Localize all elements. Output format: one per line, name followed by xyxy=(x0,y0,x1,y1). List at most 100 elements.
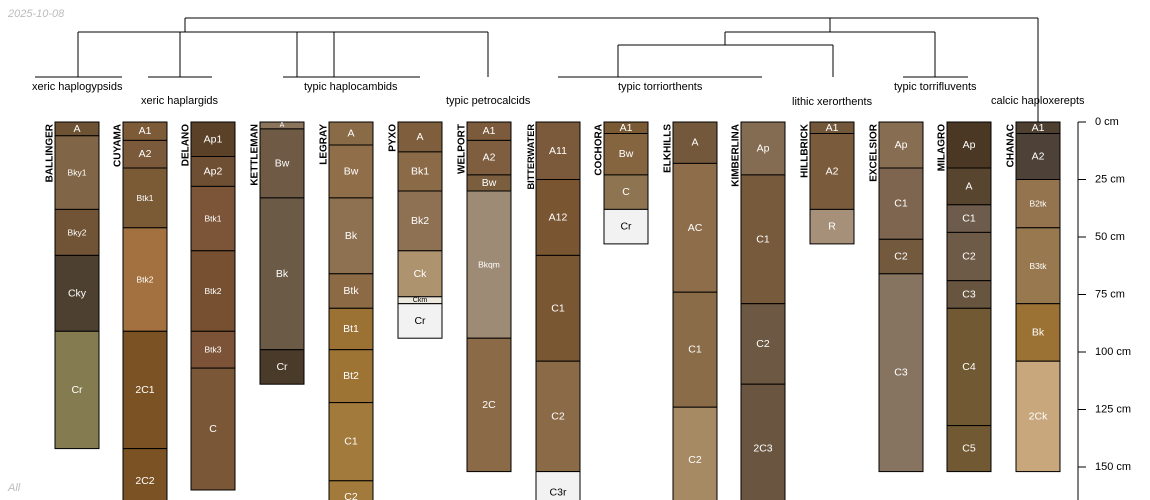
horizon-elkhills-ac-1 xyxy=(672,162,718,293)
profile-chanac: A1 A2 B2tk B3tk Bk 2Ck CHANAC xyxy=(1006,121,1061,473)
horizon-cochora-bw-1 xyxy=(603,133,649,176)
horizon-pyxo-a-0-label: A xyxy=(416,131,423,143)
horizon-ballinger-a-0-label: A xyxy=(73,123,80,135)
horizon-bitterwater-c1-2-label: C1 xyxy=(551,302,565,314)
horizon-excelsior-c3-3-label: C3 xyxy=(894,367,908,379)
horizon-delano-c-5 xyxy=(190,367,236,491)
horizon-legray-bt2-5-label: Bt2 xyxy=(343,370,359,382)
horizon-pyxo-ck-3-label: Ck xyxy=(414,268,428,280)
profile-name-kimberlina: KIMBERLINA xyxy=(731,124,742,187)
horizon-elkhills-c1-2 xyxy=(672,291,718,408)
horizon-bitterwater-c3r-4-label: C3r xyxy=(550,486,567,498)
horizon-pyxo-bk2-2-label: Bk2 xyxy=(411,215,429,227)
horizon-chanac-b2tk-2 xyxy=(1015,179,1061,229)
horizon-delano-btk3-4 xyxy=(190,330,236,369)
horizon-chanac-2ck-5-label: 2Ck xyxy=(1029,410,1048,422)
horizon-cuyama-2c1-4-label: 2C1 xyxy=(135,384,154,396)
profile-bitterwater: A11 A12 C1 C2 C3r BITTERWATER xyxy=(526,121,581,500)
profile-name-bitterwater: BITTERWATER xyxy=(526,124,536,190)
horizon-hillbrick-r-2 xyxy=(809,208,855,245)
horizon-legray-c1-6-label: C1 xyxy=(344,436,358,448)
horizon-milagro-ap-0-label: Ap xyxy=(963,139,976,151)
horizon-cochora-a1-0-label: A1 xyxy=(620,122,633,134)
horizon-pyxo-ckm-4-label: Ckm xyxy=(413,297,428,304)
horizon-excelsior-c1-1-label: C1 xyxy=(894,198,908,210)
horizon-excelsior-c2-2-label: C2 xyxy=(894,251,908,263)
horizon-chanac-a2-1 xyxy=(1015,133,1061,180)
horizon-cuyama-a1-0-label: A1 xyxy=(139,125,152,137)
horizon-welport-a2-1-label: A2 xyxy=(483,152,496,164)
horizon-milagro-c1-2 xyxy=(946,204,992,233)
horizon-delano-btk3-4-label: Btk3 xyxy=(204,345,221,355)
profile-name-pyxo: PYXO xyxy=(388,124,399,152)
horizon-pyxo-bk1-1 xyxy=(397,151,443,192)
horizon-kettleman-bw-1-label: Bw xyxy=(275,157,290,169)
horizon-milagro-c3-4-label: C3 xyxy=(962,289,976,301)
horizon-elkhills-ac-1-label: AC xyxy=(688,222,703,234)
horizon-excelsior-c3-3 xyxy=(878,273,924,473)
horizon-cuyama-a2-1 xyxy=(122,139,168,169)
horizon-legray-bw-1-label: Bw xyxy=(344,165,359,177)
depth-tick-label-50: 50 cm xyxy=(1095,231,1125,243)
horizon-chanac-b2tk-2-label: B2tk xyxy=(1029,199,1047,209)
horizon-cuyama-a2-1-label: A2 xyxy=(139,148,152,160)
profile-name-cochora: COCHORA xyxy=(594,124,605,176)
profile-hillbrick: A1 A2 R HILLBRICK xyxy=(800,121,855,245)
horizon-legray-c1-6 xyxy=(328,402,374,482)
profile-delano: Ap1 Ap2 Btk1 Btk2 Btk3 C DELANO xyxy=(181,121,236,491)
horizon-cochora-bw-1-label: Bw xyxy=(619,148,634,160)
horizon-legray-bk-2 xyxy=(328,197,374,275)
group-label-calcic-haploxerepts: calcic haploxerepts xyxy=(991,95,1085,107)
profile-excelsior: Ap C1 C2 C3 EXCELSIOR xyxy=(869,121,924,473)
horizon-milagro-c5-6 xyxy=(946,425,992,473)
profile-legray: A Bw Bk Btk Bt1 Bt2 C1 C2 LEGRAY xyxy=(319,121,374,500)
group-label-xeric-haplogypsids: xeric haplogypsids xyxy=(32,81,123,93)
horizon-cochora-c-2-label: C xyxy=(622,186,630,198)
horizon-delano-btk2-3 xyxy=(190,250,236,332)
horizon-milagro-a-1-label: A xyxy=(965,180,972,192)
horizon-kettleman-bk-2 xyxy=(259,197,305,351)
group-label-lithic-xerorthents: lithic xerorthents xyxy=(792,96,873,108)
horizon-chanac-a1-0-label: A1 xyxy=(1032,122,1045,134)
horizon-cochora-c-2 xyxy=(603,174,649,210)
horizon-welport-2c-4-label: 2C xyxy=(482,399,496,411)
profile-name-ballinger: BALLINGER xyxy=(45,123,56,182)
horizon-chanac-b3tk-3 xyxy=(1015,227,1061,305)
horizon-ballinger-cr-4 xyxy=(54,330,100,450)
profile-name-hillbrick: HILLBRICK xyxy=(800,123,811,178)
horizon-legray-a-0-label: A xyxy=(347,128,354,140)
horizon-elkhills-a-0 xyxy=(672,121,718,164)
horizon-cochora-cr-3-label: Cr xyxy=(620,221,632,233)
horizon-bitterwater-c2-3 xyxy=(535,360,581,473)
profile-name-milagro: MILAGRO xyxy=(937,124,948,171)
horizon-cuyama-2c2-5-label: 2C2 xyxy=(135,475,154,487)
profile-ballinger: A Bky1 Bky2 Cky Cr BALLINGER xyxy=(45,121,100,450)
horizon-cuyama-2c2-5 xyxy=(122,448,168,500)
horizon-elkhills-c2-3 xyxy=(672,406,718,500)
horizon-milagro-c4-5-label: C4 xyxy=(962,361,976,373)
horizon-kimberlina-c2-2-label: C2 xyxy=(756,338,770,350)
horizon-welport-bw-2-label: Bw xyxy=(482,177,497,189)
horizon-kimberlina-ap-0 xyxy=(740,121,786,176)
depth-tick-label-0: 0 cm xyxy=(1095,116,1119,128)
group-label-typic-haplocambids: typic haplocambids xyxy=(304,81,398,93)
profile-welport: A1 A2 Bw Bkqm 2C WELPORT xyxy=(457,121,512,473)
horizon-kimberlina-2c3-3-label: 2C3 xyxy=(753,443,772,455)
horizon-kimberlina-c1-1 xyxy=(740,174,786,305)
date-stamp: 2025-10-08 xyxy=(8,8,65,20)
profile-name-legray: LEGRAY xyxy=(319,124,330,165)
horizon-kettleman-bk-2-label: Bk xyxy=(276,268,289,280)
horizon-kimberlina-ap-0-label: Ap xyxy=(757,142,770,154)
dendrogram: xeric haplogypsids xeric haplargids typi… xyxy=(32,17,1085,122)
horizon-milagro-c4-5 xyxy=(946,307,992,427)
corner-label: All xyxy=(8,482,21,494)
horizon-cuyama-btk2-3-label: Btk2 xyxy=(136,275,153,285)
horizon-kimberlina-c2-2 xyxy=(740,303,786,385)
horizon-welport-a1-0-label: A1 xyxy=(483,125,496,137)
horizon-milagro-c5-6-label: C5 xyxy=(962,443,976,455)
horizon-bitterwater-a12-1 xyxy=(535,179,581,256)
horizon-chanac-bk-4-label: Bk xyxy=(1032,326,1045,338)
horizon-cuyama-2c1-4 xyxy=(122,330,168,450)
profile-name-kettleman: KETTLEMAN xyxy=(250,124,261,186)
horizon-welport-2c-4 xyxy=(466,337,512,473)
